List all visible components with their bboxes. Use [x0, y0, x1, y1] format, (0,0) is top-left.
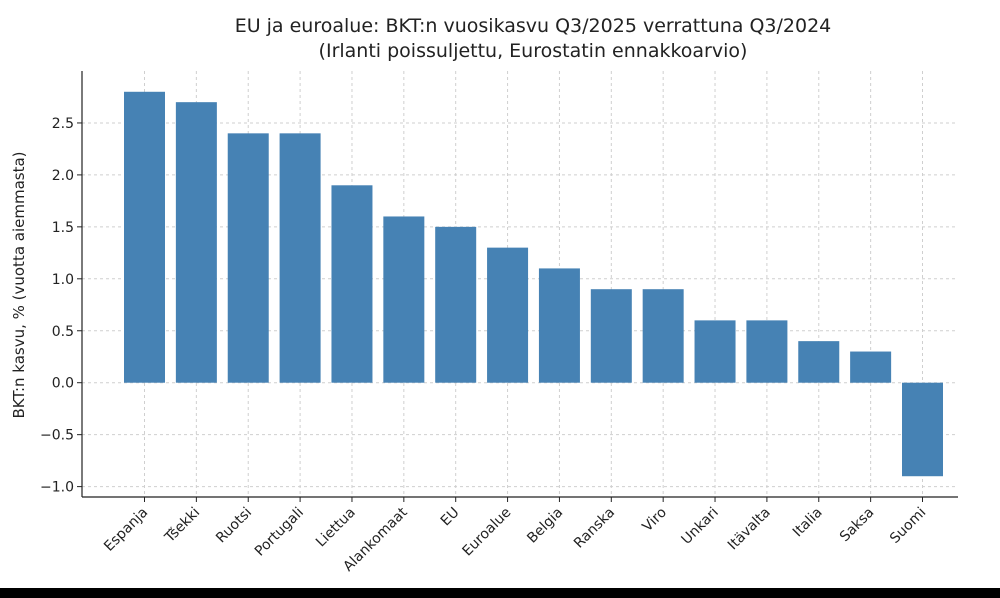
y-tick-label: 0.5: [52, 324, 74, 340]
bottom-border: [0, 588, 1000, 598]
bar: [124, 91, 165, 383]
x-tick-label: Itävalta: [725, 505, 774, 554]
chart-title: EU ja euroalue: BKT:n vuosikasvu Q3/2025…: [235, 15, 832, 37]
x-tick-label: Saksa: [837, 505, 878, 546]
x-tick-label: Viro: [639, 505, 670, 536]
y-tick-label: 1.0: [52, 272, 74, 288]
bar: [798, 341, 840, 383]
bar: [902, 382, 943, 477]
y-tick-label: −0.5: [40, 428, 74, 444]
x-tick-label: Belgia: [524, 505, 566, 547]
bar: [642, 289, 684, 383]
bars: [124, 91, 943, 477]
bar: [694, 320, 736, 383]
bar: [850, 351, 892, 383]
x-tick-label: EU: [438, 505, 463, 530]
bar: [331, 185, 373, 383]
x-tick-label: Liettua: [313, 505, 359, 551]
x-tick-label: Ruotsi: [213, 505, 255, 547]
x-tick-label: Euroalue: [459, 505, 514, 560]
y-tick-label: 2.5: [52, 116, 74, 132]
x-tick-label: Italia: [790, 505, 826, 541]
y-tick-label: 2.0: [52, 168, 74, 184]
x-tick-label: Suomi: [887, 505, 929, 547]
bar: [538, 268, 580, 383]
bar: [383, 216, 425, 383]
bar: [175, 102, 217, 383]
axes: [81, 71, 958, 498]
y-axis-label: BKT:n kasvu, % (vuotta aiemmasta): [10, 151, 28, 418]
y-tick-labels: −1.0 −0.5 0.0 0.5 1.0 1.5 2.0 2.5: [40, 116, 82, 496]
bar: [227, 133, 269, 383]
y-tick-label: 0.0: [52, 376, 74, 392]
x-tick-label: Tšekki: [161, 505, 203, 547]
bar: [590, 289, 632, 383]
bar: [279, 133, 321, 383]
x-tick-label: Espanja: [101, 505, 151, 555]
bar: [435, 226, 477, 383]
x-tick-label: Ranska: [571, 505, 618, 552]
y-tick-label: −1.0: [40, 480, 74, 496]
x-tick-label: Unkari: [679, 505, 722, 548]
x-tick-label: Portugali: [252, 505, 307, 560]
y-tick-label: 1.5: [52, 220, 74, 236]
bar: [746, 320, 788, 383]
bar: [487, 247, 529, 383]
chart-subtitle: (Irlanti poissuljettu, Eurostatin ennakk…: [319, 40, 748, 62]
